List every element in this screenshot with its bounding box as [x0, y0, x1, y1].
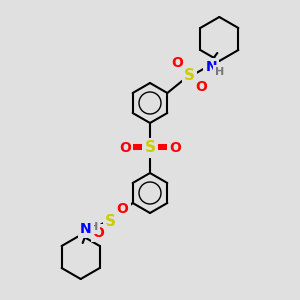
Text: O: O: [195, 80, 207, 94]
Text: O: O: [117, 202, 129, 216]
Text: S: S: [184, 68, 195, 82]
Text: N: N: [206, 60, 217, 74]
Text: H: H: [89, 222, 98, 232]
Text: N: N: [80, 222, 92, 236]
Text: O: O: [171, 56, 183, 70]
Text: S: S: [145, 140, 155, 155]
Text: O: O: [169, 141, 181, 155]
Text: S: S: [105, 214, 116, 229]
Text: H: H: [215, 67, 224, 77]
Text: O: O: [93, 226, 105, 240]
Text: O: O: [119, 141, 131, 155]
